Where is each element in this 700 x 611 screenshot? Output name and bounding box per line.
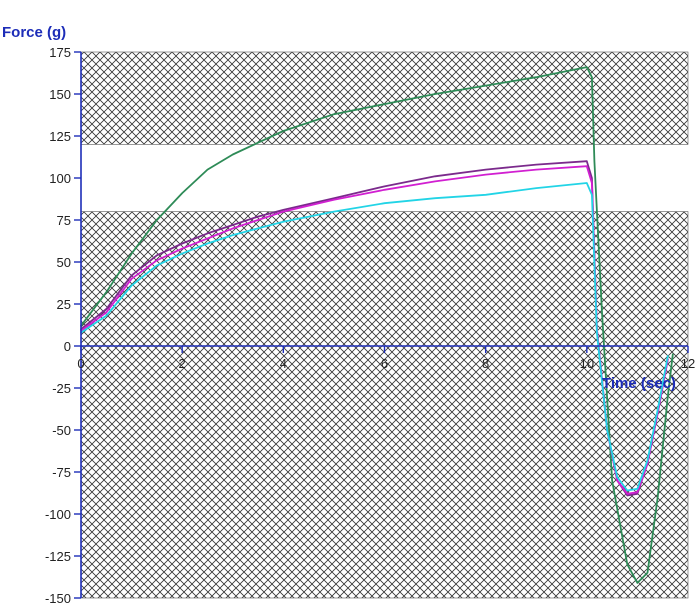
hatched-band-0 [80,51,689,145]
y-tick-label: 0 [64,339,71,354]
y-tick-label: -25 [52,381,71,396]
x-tick-label: 4 [280,356,287,371]
y-tick-label: -100 [45,507,71,522]
axes: 1751501251007550250-25-50-75-100-125-150… [45,45,695,606]
x-tick-label: 12 [681,356,695,371]
y-tick-label: 75 [57,213,71,228]
series-line-3 [80,182,669,492]
y-tick-label: -125 [45,549,71,564]
series-line-2 [80,165,669,495]
series-line-1 [80,160,669,497]
x-tick-label: 10 [580,356,594,371]
y-tick-label: 25 [57,297,71,312]
x-tick-label: 2 [179,356,186,371]
y-tick-label: 125 [49,129,71,144]
y-tick-label: 50 [57,255,71,270]
hatched-band-1 [80,211,689,599]
y-tick-label: 100 [49,171,71,186]
y-tick-label: 175 [49,45,71,60]
y-axis-title: Force (g) [2,24,66,41]
x-axis-title: Time (sec) [602,375,676,392]
y-tick-label: -50 [52,423,71,438]
y-tick-label: 150 [49,87,71,102]
x-tick-label: 8 [482,356,489,371]
y-tick-label: -75 [52,465,71,480]
y-tick-label: -150 [45,591,71,606]
x-tick-label: 6 [381,356,388,371]
series-line-0 [80,66,674,584]
series-layer [80,66,674,584]
x-tick-label: 0 [77,356,84,371]
